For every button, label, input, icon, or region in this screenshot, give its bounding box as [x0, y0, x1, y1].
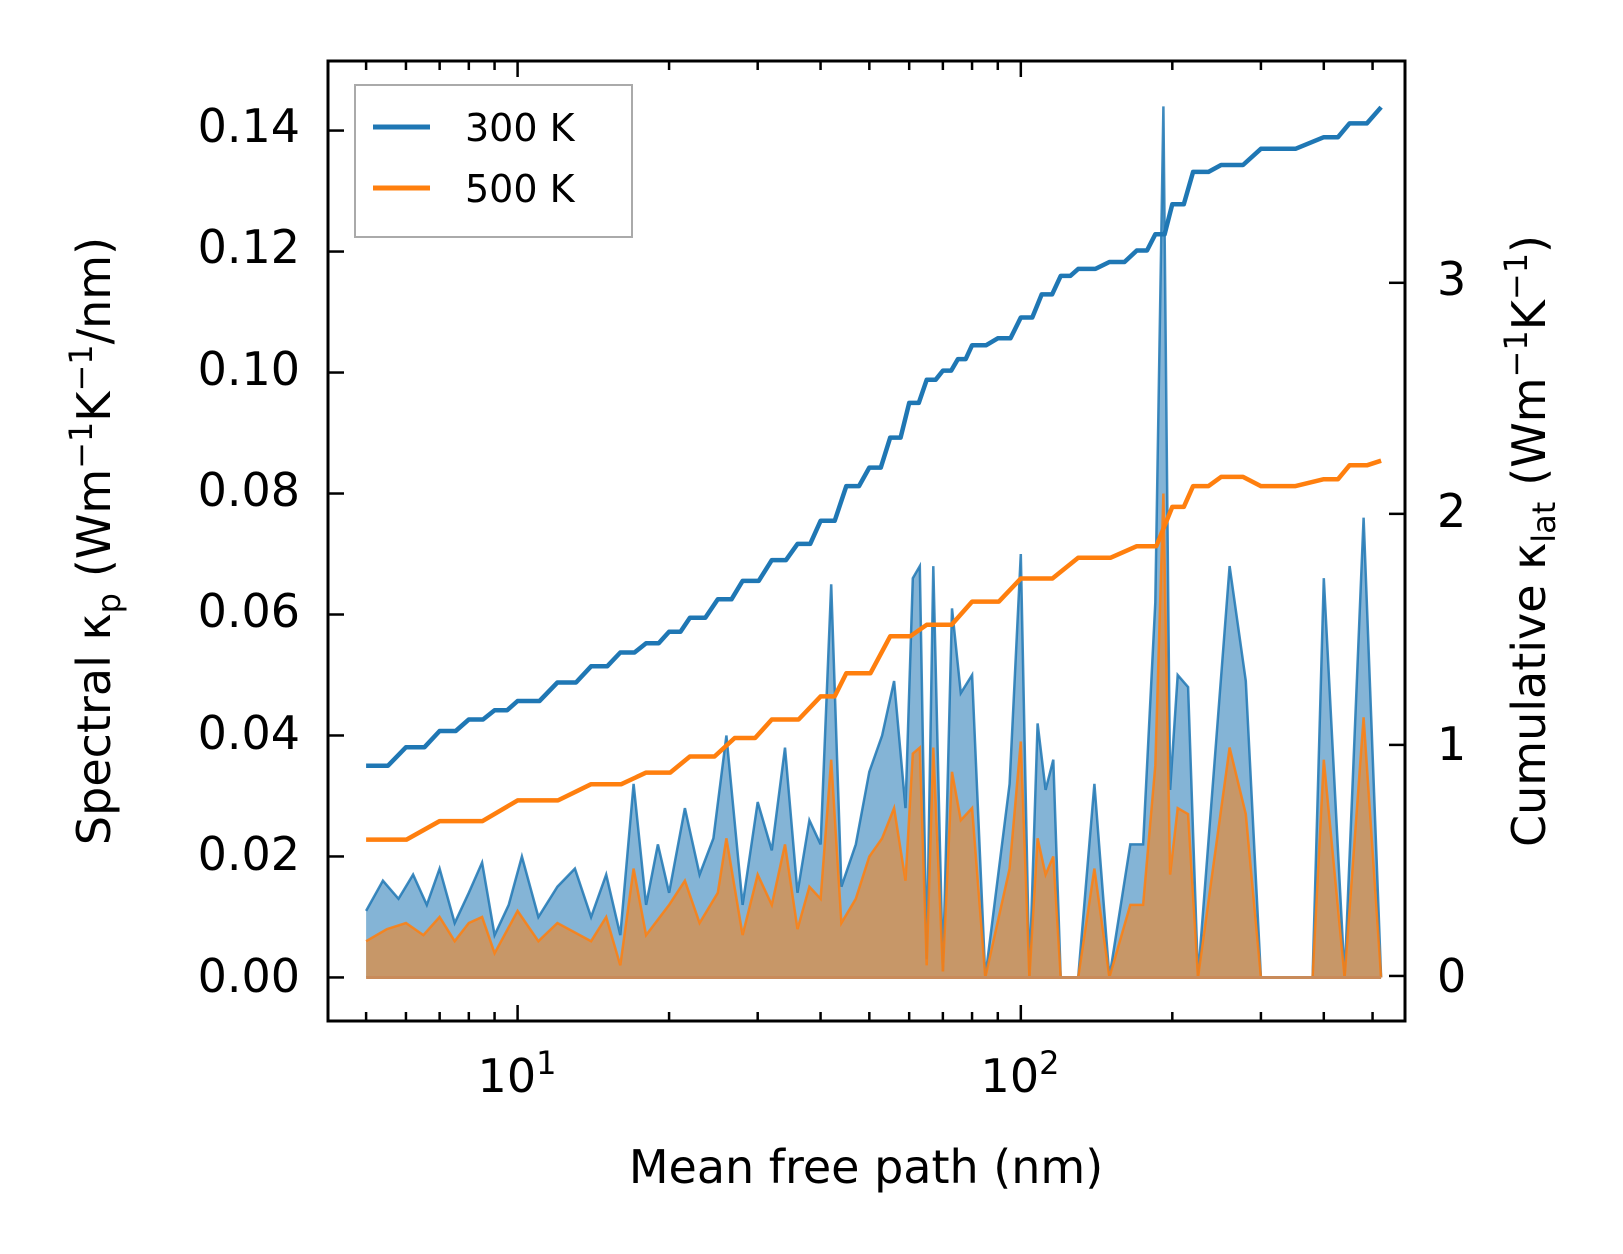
y-right-tick-label: 1 — [1437, 717, 1466, 771]
spectral-300k-line — [365, 106, 1383, 979]
ylabel-right-prefix: Cumulative κ — [1502, 543, 1556, 847]
y-left-tick-label: 0.08 — [198, 463, 300, 517]
x-tick-base: 10 — [478, 1049, 537, 1103]
y-left-tick-label: 0.10 — [198, 342, 300, 396]
ylabel-left-prefix: Spectral κ — [67, 613, 121, 845]
x-tick-exp: 2 — [1039, 1044, 1059, 1082]
spectral-300k-area — [366, 106, 1382, 978]
y-left-tick-label: 0.12 — [198, 220, 300, 274]
y-right-tick-label: 3 — [1437, 252, 1466, 306]
y-left-tick-label: 0.00 — [198, 949, 300, 1003]
cumulative-500k-line — [366, 458, 1382, 842]
spectral-500k-line — [365, 493, 1383, 979]
ylabel-left-mid: K — [67, 390, 121, 422]
spectral-layer — [365, 106, 1383, 979]
cumulative-layer — [366, 105, 1383, 842]
x-tick-label: 101 — [478, 1044, 557, 1103]
spectral-500k-area — [366, 493, 1382, 978]
y-right-tick-label: 0 — [1437, 949, 1466, 1003]
legend: 300 K 500 K — [354, 84, 633, 238]
y-right-axis-title: Cumulative κlat(Wm−1K−1) — [1497, 235, 1563, 847]
ylabel-left-exp1: −1 — [62, 422, 100, 469]
ylabel-left-sub: p — [90, 593, 128, 613]
y-left-tick-label: 0.14 — [198, 99, 300, 153]
ylabel-right-sub: lat — [1525, 502, 1563, 543]
ylabel-right-units: (Wm — [1502, 377, 1556, 485]
y-left-tick-label: 0.02 — [198, 827, 300, 881]
x-tick-exp: 1 — [536, 1044, 556, 1082]
plot-frame — [326, 59, 1407, 1023]
x-axis-title: Mean free path (nm) — [629, 1140, 1103, 1194]
ylabel-right-exp2: −1 — [1497, 253, 1535, 300]
ylabel-left-units: (Wm — [67, 469, 121, 577]
ylabel-right-tail: ) — [1502, 235, 1556, 253]
ylabel-left-tail: /nm) — [67, 237, 121, 344]
y-left-tick-label: 0.04 — [198, 706, 300, 760]
x-tick-base: 10 — [981, 1049, 1040, 1103]
legend-label-300k: 300 K — [465, 106, 576, 150]
legend-box — [354, 84, 633, 238]
ylabel-left-exp2: −1 — [62, 344, 100, 391]
y-left-tick-label: 0.06 — [198, 584, 300, 638]
legend-label-500k: 500 K — [465, 167, 576, 211]
ylabel-right-mid: K — [1502, 298, 1556, 330]
x-tick-label: 102 — [981, 1044, 1060, 1103]
ylabel-right-exp1: −1 — [1497, 330, 1535, 377]
y-right-tick-label: 2 — [1437, 484, 1466, 538]
cumulative-300k-line — [366, 105, 1383, 768]
y-left-axis-title: Spectral κp(Wm−1K−1/nm) — [62, 237, 128, 845]
